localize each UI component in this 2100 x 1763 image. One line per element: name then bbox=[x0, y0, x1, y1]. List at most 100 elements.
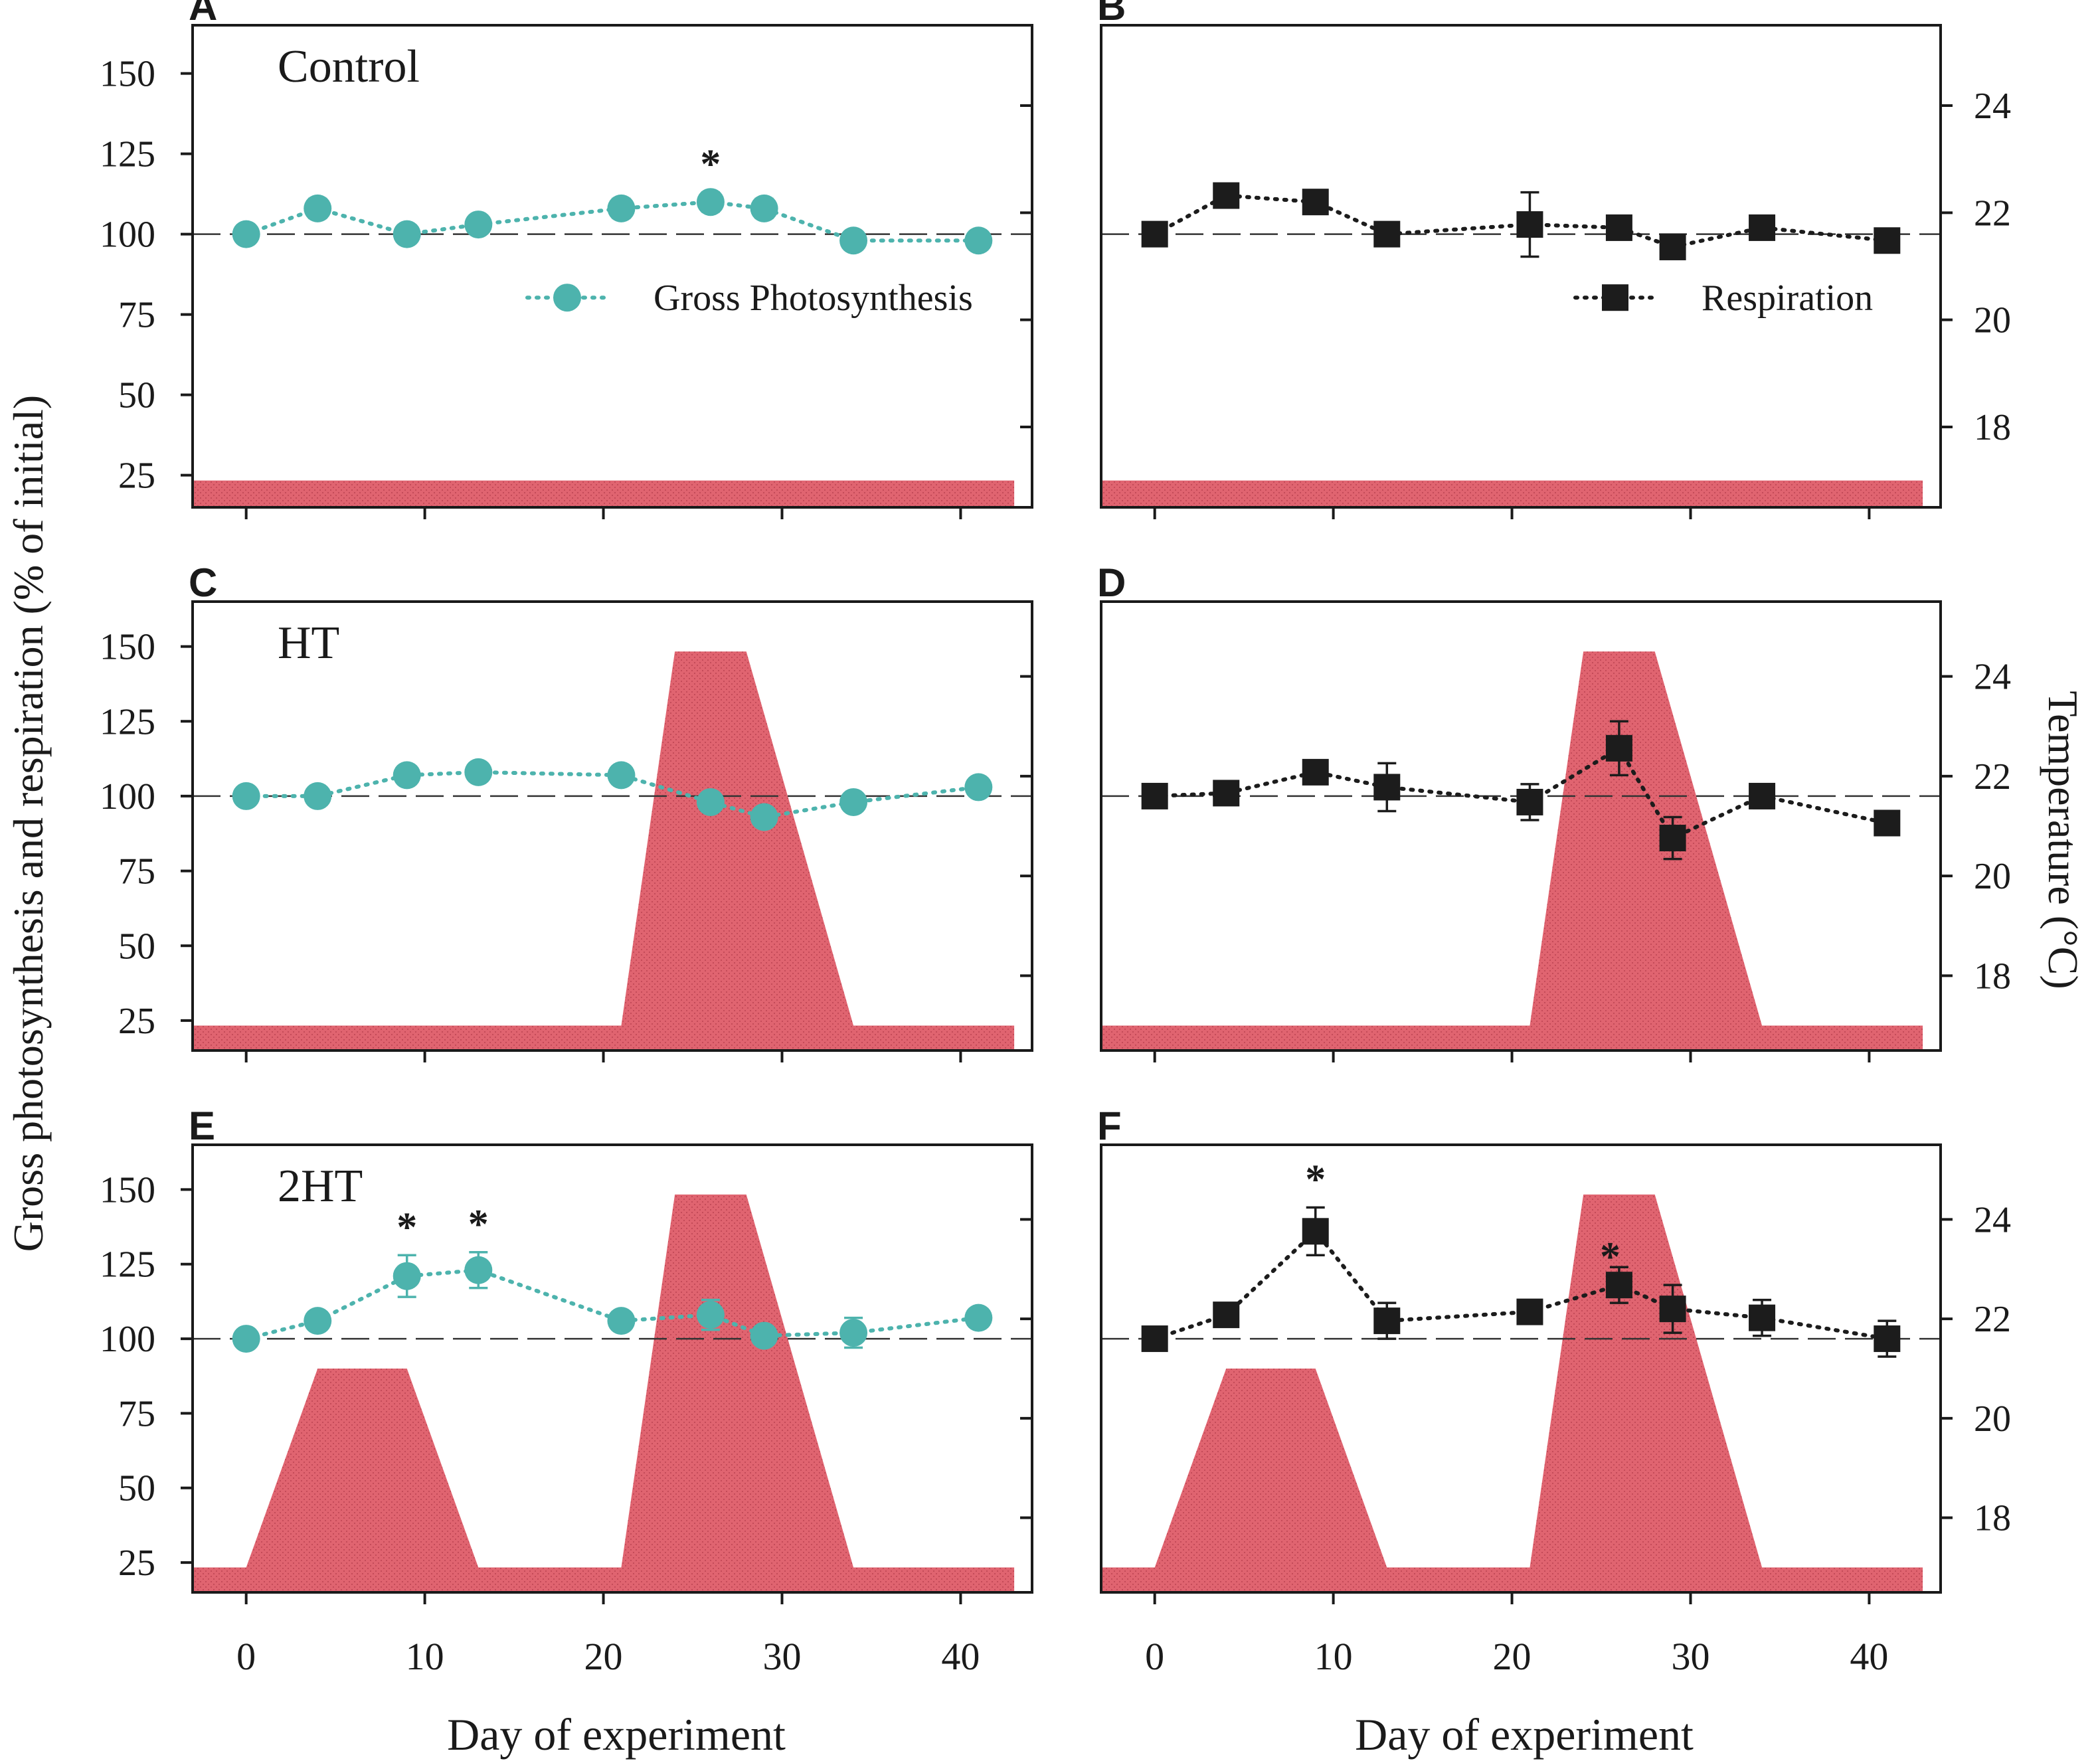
plot-frame bbox=[1100, 24, 1942, 509]
y-tick-label: 150 bbox=[100, 54, 155, 95]
respiration-point bbox=[1874, 809, 1901, 837]
y2-tick-label: 18 bbox=[1974, 407, 2011, 448]
x-tick-label: 30 bbox=[762, 1635, 801, 1678]
respiration-point bbox=[1141, 220, 1168, 248]
panel-letter-d: D bbox=[1097, 560, 1126, 605]
y-tick-label: 100 bbox=[100, 776, 155, 817]
legend-marker bbox=[1602, 284, 1628, 311]
y2-tick-label: 20 bbox=[1974, 856, 2011, 897]
photosynthesis-point bbox=[304, 194, 332, 222]
temperature-area bbox=[193, 651, 1015, 1050]
legend-label: Gross Photosynthesis bbox=[654, 278, 973, 319]
y-tick-label: 125 bbox=[100, 701, 155, 742]
y2-axis-label: Temperature (°C) bbox=[2040, 691, 2087, 989]
photosynthesis-line bbox=[244, 1268, 981, 1341]
y-tick-label: 125 bbox=[100, 134, 155, 175]
photosynthesis-point bbox=[839, 1319, 868, 1347]
temperature-area bbox=[193, 1194, 1015, 1592]
photosynthesis-point bbox=[839, 788, 868, 816]
respiration-point bbox=[1373, 774, 1401, 801]
respiration-point bbox=[1302, 189, 1329, 216]
photosynthesis-point bbox=[232, 782, 260, 810]
respiration-point bbox=[1213, 780, 1240, 807]
respiration-point bbox=[1874, 227, 1901, 254]
y-tick-label: 150 bbox=[100, 1169, 155, 1211]
photosynthesis-point bbox=[607, 194, 636, 222]
photosynthesis-point bbox=[607, 1307, 636, 1335]
panel-b: B 18 20 22 24 Respiration bbox=[1097, 0, 2011, 519]
photosynthesis-line bbox=[244, 770, 981, 819]
x-tick-label: 20 bbox=[1493, 1635, 1531, 1678]
plot-frame bbox=[191, 1143, 1033, 1594]
y-axis-label: Gross photosynthesis and respiration (% … bbox=[5, 395, 52, 1252]
photosynthesis-point bbox=[464, 210, 493, 239]
photosynthesis-point bbox=[393, 220, 421, 248]
respiration-point bbox=[1874, 1325, 1901, 1353]
temperature-area bbox=[193, 480, 1015, 507]
y2-tick-label: 24 bbox=[1974, 86, 2011, 127]
y-tick-label: 25 bbox=[118, 1543, 155, 1584]
respiration-point bbox=[1213, 1301, 1240, 1329]
respiration-point bbox=[1302, 1218, 1329, 1245]
photosynthesis-point bbox=[304, 782, 332, 810]
temperature-area bbox=[1101, 480, 1923, 507]
y-tick-label: 75 bbox=[118, 1393, 155, 1434]
panel-f: F 0 10 20 30 40 18 20 22 24 * * bbox=[1097, 1104, 2011, 1678]
y-tick-label: 125 bbox=[100, 1244, 155, 1286]
photosynthesis-point bbox=[464, 758, 493, 786]
significance-marker: * bbox=[1305, 1157, 1326, 1202]
y-tick-label: 50 bbox=[118, 375, 155, 416]
y2-tick-label: 22 bbox=[1974, 1299, 2011, 1340]
respiration-point bbox=[1516, 211, 1543, 238]
y-tick-label: 50 bbox=[118, 1468, 155, 1509]
y-tick-label: 75 bbox=[118, 295, 155, 336]
panel-letter-e: E bbox=[189, 1104, 215, 1148]
x-tick-label: 0 bbox=[1145, 1635, 1164, 1678]
panel-a: A 25 50 75 100 125 150 * Control Gross Photosynth… bbox=[100, 0, 1033, 519]
legend-marker bbox=[553, 284, 581, 312]
y-tick-label: 100 bbox=[100, 214, 155, 256]
panel-c: C 25 50 75 100 125 150 HT bbox=[100, 560, 1033, 1062]
respiration-point bbox=[1213, 182, 1240, 209]
y-tick-label: 50 bbox=[118, 926, 155, 967]
temperature-area bbox=[1101, 1194, 1923, 1592]
y2-tick-label: 22 bbox=[1974, 193, 2011, 234]
respiration-point bbox=[1749, 782, 1776, 809]
x-axis-label-right: Day of experiment bbox=[1355, 1709, 1694, 1760]
panel-letter-b: B bbox=[1097, 0, 1126, 29]
photosynthesis-point bbox=[750, 803, 778, 831]
x-tick-label: 10 bbox=[1314, 1635, 1353, 1678]
photosynthesis-point bbox=[393, 1262, 421, 1290]
plot-frame bbox=[1100, 1143, 1942, 1594]
respiration-point bbox=[1749, 1304, 1776, 1331]
photosynthesis-point bbox=[839, 226, 868, 255]
photosynthesis-point bbox=[964, 226, 993, 255]
legend-label: Respiration bbox=[1702, 278, 1873, 319]
photosynthesis-point bbox=[232, 1325, 260, 1353]
x-tick-label: 0 bbox=[236, 1635, 256, 1678]
panel-letter-f: F bbox=[1097, 1104, 1122, 1148]
panel-letter-a: A bbox=[189, 0, 217, 29]
respiration-point bbox=[1373, 220, 1401, 248]
respiration-point bbox=[1749, 214, 1776, 241]
y2-tick-label: 20 bbox=[1974, 1398, 2011, 1440]
y2-tick-label: 18 bbox=[1974, 956, 2011, 997]
photosynthesis-point bbox=[696, 1301, 725, 1329]
respiration-point bbox=[1141, 782, 1168, 809]
respiration-point bbox=[1659, 233, 1686, 260]
panel-letter-c: C bbox=[189, 560, 217, 605]
respiration-point bbox=[1516, 788, 1543, 815]
respiration-point bbox=[1605, 734, 1632, 762]
y2-tick-label: 20 bbox=[1974, 300, 2011, 341]
x-tick-label: 10 bbox=[406, 1635, 444, 1678]
y-tick-label: 100 bbox=[100, 1319, 155, 1360]
y-tick-label: 25 bbox=[118, 1001, 155, 1042]
treatment-label: Control bbox=[278, 41, 420, 92]
respiration-point bbox=[1605, 1272, 1632, 1299]
photosynthesis-point bbox=[232, 220, 260, 248]
x-tick-label: 40 bbox=[1850, 1635, 1888, 1678]
x-tick-label: 20 bbox=[584, 1635, 623, 1678]
y2-tick-label: 18 bbox=[1974, 1498, 2011, 1539]
